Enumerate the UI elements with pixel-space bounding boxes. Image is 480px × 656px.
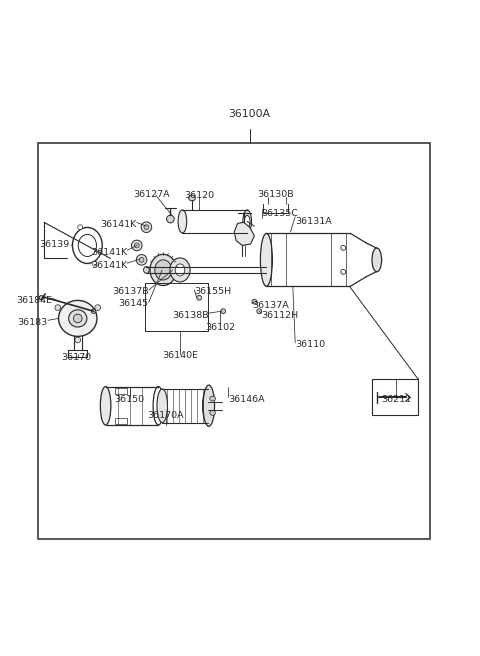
Bar	[38, 143, 430, 539]
Text: 36211: 36211	[381, 394, 411, 403]
Text: 36183: 36183	[17, 318, 47, 327]
Ellipse shape	[210, 411, 216, 415]
Ellipse shape	[136, 255, 147, 265]
Ellipse shape	[75, 337, 81, 343]
Ellipse shape	[92, 309, 96, 314]
Text: 36138B: 36138B	[172, 310, 209, 319]
Text: 36140E: 36140E	[162, 352, 198, 360]
Ellipse shape	[210, 396, 216, 401]
Ellipse shape	[203, 385, 215, 426]
Bar	[115, 418, 127, 424]
Text: 36139: 36139	[39, 241, 70, 249]
Ellipse shape	[372, 248, 382, 272]
Bar	[372, 379, 418, 415]
Ellipse shape	[175, 264, 185, 276]
Ellipse shape	[141, 222, 152, 232]
Ellipse shape	[157, 389, 168, 422]
Ellipse shape	[341, 245, 346, 250]
Text: 36130B: 36130B	[258, 190, 294, 199]
Ellipse shape	[203, 389, 213, 422]
Text: 36170: 36170	[61, 354, 91, 362]
Ellipse shape	[341, 270, 346, 274]
Text: 36131A: 36131A	[295, 217, 332, 226]
Text: 36100A: 36100A	[228, 109, 271, 119]
Text: 36141K: 36141K	[100, 220, 137, 230]
Ellipse shape	[132, 240, 142, 251]
Text: 36102: 36102	[205, 323, 235, 331]
Ellipse shape	[73, 314, 82, 323]
Ellipse shape	[144, 266, 149, 274]
Text: 36110: 36110	[295, 340, 325, 349]
Ellipse shape	[221, 309, 226, 314]
Text: 36137B: 36137B	[112, 287, 149, 297]
Ellipse shape	[59, 300, 97, 337]
Ellipse shape	[95, 305, 101, 310]
Polygon shape	[234, 222, 254, 245]
Ellipse shape	[178, 210, 187, 233]
Text: 36127A: 36127A	[133, 190, 169, 199]
Ellipse shape	[261, 234, 273, 286]
Bar	[145, 283, 208, 331]
Ellipse shape	[69, 310, 87, 327]
Text: 36135C: 36135C	[262, 209, 299, 218]
Text: 36150: 36150	[115, 394, 144, 403]
Ellipse shape	[167, 215, 174, 223]
Text: 36141K: 36141K	[91, 248, 127, 257]
Ellipse shape	[39, 296, 43, 300]
Text: 36184E: 36184E	[16, 296, 52, 304]
Ellipse shape	[252, 299, 257, 304]
Text: 36145: 36145	[119, 300, 149, 308]
Ellipse shape	[134, 243, 139, 248]
Text: 36155H: 36155H	[194, 287, 231, 297]
Ellipse shape	[189, 195, 195, 201]
Bar	[115, 388, 127, 394]
Text: 36141K: 36141K	[91, 261, 127, 270]
Text: 36112H: 36112H	[262, 310, 299, 319]
Ellipse shape	[139, 257, 144, 262]
Text: 36120: 36120	[184, 192, 214, 201]
Ellipse shape	[170, 258, 190, 282]
Ellipse shape	[257, 309, 262, 314]
Ellipse shape	[144, 225, 149, 230]
Text: 36146A: 36146A	[228, 394, 264, 403]
Ellipse shape	[150, 255, 177, 285]
Ellipse shape	[55, 305, 60, 310]
Ellipse shape	[197, 295, 202, 300]
Ellipse shape	[100, 386, 111, 425]
Text: 36137A: 36137A	[252, 301, 289, 310]
Ellipse shape	[155, 260, 172, 280]
Ellipse shape	[92, 261, 97, 266]
Ellipse shape	[243, 210, 252, 233]
Ellipse shape	[244, 215, 250, 228]
Text: 36170A: 36170A	[147, 411, 184, 420]
Ellipse shape	[78, 225, 83, 230]
